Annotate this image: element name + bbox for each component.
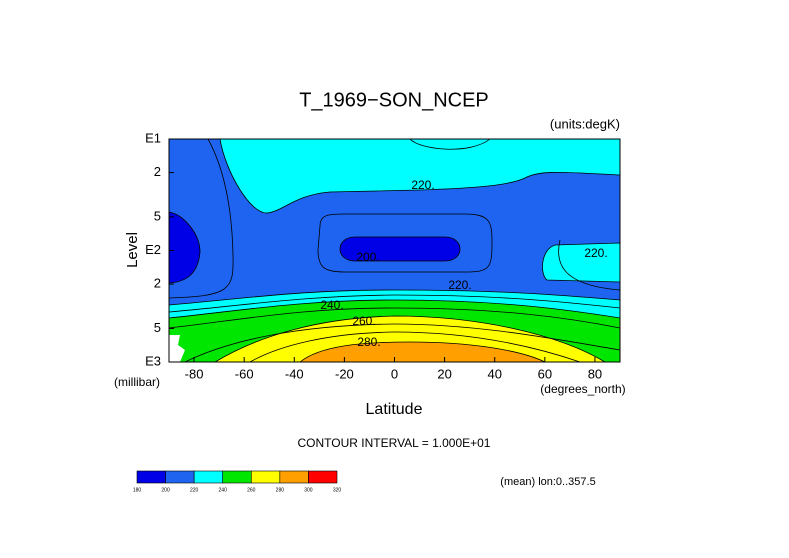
contour-line [409, 138, 491, 150]
y-units-label: (millibar) [114, 375, 160, 389]
footer-label: (mean) lon:0..357.5 [500, 476, 595, 488]
y-tick-label: E2 [145, 242, 161, 257]
x-tick-label: -80 [185, 366, 204, 381]
x-tick-label: 80 [588, 366, 602, 381]
contour-band [298, 341, 546, 363]
missing-region [169, 335, 185, 362]
y-tick-label: E3 [145, 353, 161, 368]
colorbar-label: 320 [333, 487, 342, 493]
contour-line [249, 331, 581, 363]
x-tick-label: -40 [285, 366, 304, 381]
contour-line [168, 307, 621, 329]
contour-label: 220. [448, 278, 471, 292]
x-tick-label: -20 [335, 366, 354, 381]
colorbar-label: 280 [276, 487, 285, 493]
colorbar-label: 260 [247, 487, 256, 493]
colorbar-label: 200 [161, 487, 170, 493]
contour-band [219, 138, 621, 214]
x-tick-label: 0 [391, 366, 398, 381]
contour-label: 200. [356, 250, 379, 264]
contour-band [168, 211, 201, 284]
y-tick-label: 5 [154, 320, 161, 335]
y-tick-label: 5 [154, 208, 161, 223]
colorbar-label: 240 [219, 487, 228, 493]
y-tick-label: E1 [145, 130, 161, 145]
colorbar-label: 220 [190, 487, 199, 493]
y-axis-label: Level [124, 232, 141, 268]
y-tick-label: 2 [154, 164, 161, 179]
colorbar-box [279, 470, 309, 484]
contour-label: 280. [357, 335, 380, 349]
x-axis-label: Latitude [366, 401, 423, 418]
contour-interval: CONTOUR INTERVAL = 1.000E+01 [298, 436, 491, 450]
colorbar-box [136, 470, 166, 484]
x-units-label: (degrees_north) [540, 382, 625, 396]
x-tick-label: 60 [538, 366, 552, 381]
units-label: (units:degK) [550, 116, 620, 131]
contour-label: 240. [320, 298, 343, 312]
contour-line [168, 294, 621, 313]
colorbar-label: 180 [133, 487, 142, 493]
contour-band [542, 242, 621, 283]
contour-line [317, 213, 493, 273]
contour-label: 260. [352, 314, 375, 328]
x-tick-label: 40 [487, 366, 501, 381]
colorbar-box [250, 470, 281, 484]
colorbar-box [222, 470, 252, 484]
colorbar-box [308, 470, 338, 484]
contour-label: 220. [584, 246, 607, 260]
colorbar-box [165, 470, 195, 484]
colorbar-label: 300 [304, 487, 313, 493]
chart-title: T_1969−SON_NCEP [299, 89, 489, 111]
contour-line [168, 138, 234, 299]
contour-line [184, 323, 621, 363]
plot-area: 220. 200. 220. 220. 240. 260. 280. [168, 138, 621, 363]
colorbar-box [193, 470, 224, 484]
x-tick-label: 20 [437, 366, 451, 381]
x-tick-label: -60 [235, 366, 254, 381]
contour-line [558, 239, 621, 291]
y-tick-label: 2 [154, 276, 161, 291]
contour-label: 220. [411, 178, 434, 192]
contour-band [339, 236, 461, 262]
